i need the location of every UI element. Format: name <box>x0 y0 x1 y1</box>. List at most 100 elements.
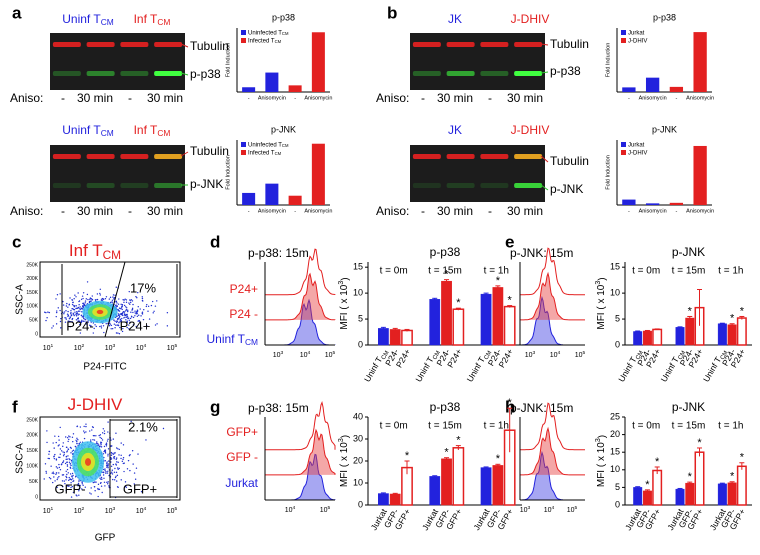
legend-label-sub: CM <box>275 39 282 44</box>
lane-header-main: Uninf T <box>62 123 101 137</box>
x-axis-label: GFP <box>95 533 116 544</box>
tubulin-band <box>446 42 475 47</box>
event-dot <box>109 296 112 299</box>
y-tick-label: 0 <box>35 331 38 337</box>
chart-title: p-JNK <box>652 124 677 134</box>
lane-header-sub: CM <box>101 17 114 27</box>
y-tick-label: 100K <box>26 464 38 470</box>
group-label: t = 1h <box>718 421 743 432</box>
event-dot <box>57 307 59 309</box>
y-tick-label: 250K <box>26 262 38 268</box>
target-band <box>446 183 475 188</box>
event-dot <box>110 445 112 447</box>
event-dot <box>65 489 67 492</box>
event-dot <box>122 444 125 446</box>
lane-label: 30 min <box>437 204 473 218</box>
tubulin-band <box>412 154 441 159</box>
event-dot <box>117 318 119 321</box>
event-dot <box>100 327 103 329</box>
event-dot <box>100 443 102 446</box>
event-dot <box>115 457 118 459</box>
bar <box>452 447 465 506</box>
band-label: Tubulin <box>550 154 589 168</box>
event-dot <box>89 298 91 300</box>
event-dot <box>100 485 103 487</box>
event-dot <box>137 320 139 322</box>
legend-label-sub: CM <box>275 151 282 156</box>
event-dot <box>69 466 71 469</box>
event-dot <box>98 488 101 491</box>
x-tick-label-main: 10 <box>105 508 113 515</box>
event-dot <box>166 312 169 314</box>
event-dot <box>58 463 60 466</box>
event-dot <box>46 430 48 432</box>
event-dot <box>82 302 84 305</box>
event-dot <box>48 457 51 460</box>
event-dot <box>103 449 106 452</box>
event-dot <box>72 449 75 452</box>
event-dot <box>66 313 69 315</box>
legend-label-main: Jurkat <box>628 30 645 36</box>
event-dot <box>62 442 64 444</box>
x-tick-label-sub: CM <box>483 350 493 361</box>
event-dot <box>50 465 52 467</box>
x-tick-label-main: 10 <box>167 345 175 352</box>
event-dot <box>95 435 97 437</box>
event-dot <box>72 313 75 315</box>
histogram-title: p-JNK: 15m <box>510 401 573 415</box>
bar <box>736 465 747 506</box>
bar <box>669 202 684 205</box>
bar <box>492 287 504 346</box>
event-dot <box>60 317 62 320</box>
lane-header-main: Uninf T <box>62 12 101 26</box>
event-dot <box>54 453 56 456</box>
y-axis-label-main: MFI ( x 10 <box>339 442 350 487</box>
bar <box>652 469 663 506</box>
lane-header-main: Inf T <box>134 123 158 137</box>
event-dot <box>89 492 91 494</box>
event-dot <box>61 480 64 482</box>
event-dot <box>70 496 73 498</box>
significance: * <box>697 437 702 449</box>
gate-box <box>109 419 178 498</box>
event-dot <box>69 478 72 480</box>
event-dot <box>72 480 75 482</box>
bar <box>675 488 685 506</box>
event-dot <box>71 472 74 475</box>
x-tick-label-sup: 5 <box>583 350 586 356</box>
event-dot <box>132 311 134 314</box>
y-axis-label: MFI ( x 103) <box>595 277 608 329</box>
event-dot <box>70 311 72 314</box>
group-label: t = 15m <box>428 266 462 277</box>
density-blob <box>85 458 91 466</box>
lane-header: J-DHIV <box>511 123 550 137</box>
event-dot <box>86 293 89 296</box>
event-dot <box>72 491 75 494</box>
y-axis-label-end: ) <box>340 277 351 280</box>
event-dot <box>55 311 58 314</box>
event-dot <box>117 303 120 305</box>
event-dot <box>125 299 128 301</box>
event-dot <box>105 462 108 464</box>
event-dot <box>59 293 61 295</box>
bar <box>288 195 302 205</box>
tubulin-band <box>154 154 183 159</box>
event-dot <box>102 428 105 430</box>
bar <box>736 317 747 346</box>
event-dot <box>96 293 99 295</box>
event-dot <box>59 309 61 312</box>
event-dot <box>133 472 136 474</box>
event-dot <box>68 461 71 464</box>
event-dot <box>95 481 97 483</box>
x-tick-label: 104 <box>136 506 147 515</box>
x-tick-label: 101 <box>43 506 54 515</box>
x-tick-label-sup: 4 <box>293 505 296 511</box>
x-tick-label: 105 <box>167 343 178 352</box>
x-tick-label-sub: CM <box>635 350 645 361</box>
event-dot <box>123 314 126 316</box>
legend-label-main: Uninfected T <box>248 142 282 148</box>
event-dot <box>110 324 113 327</box>
event-dot <box>65 470 67 473</box>
x-tick-label-sup: 4 <box>558 350 561 356</box>
event-dot <box>122 299 124 301</box>
